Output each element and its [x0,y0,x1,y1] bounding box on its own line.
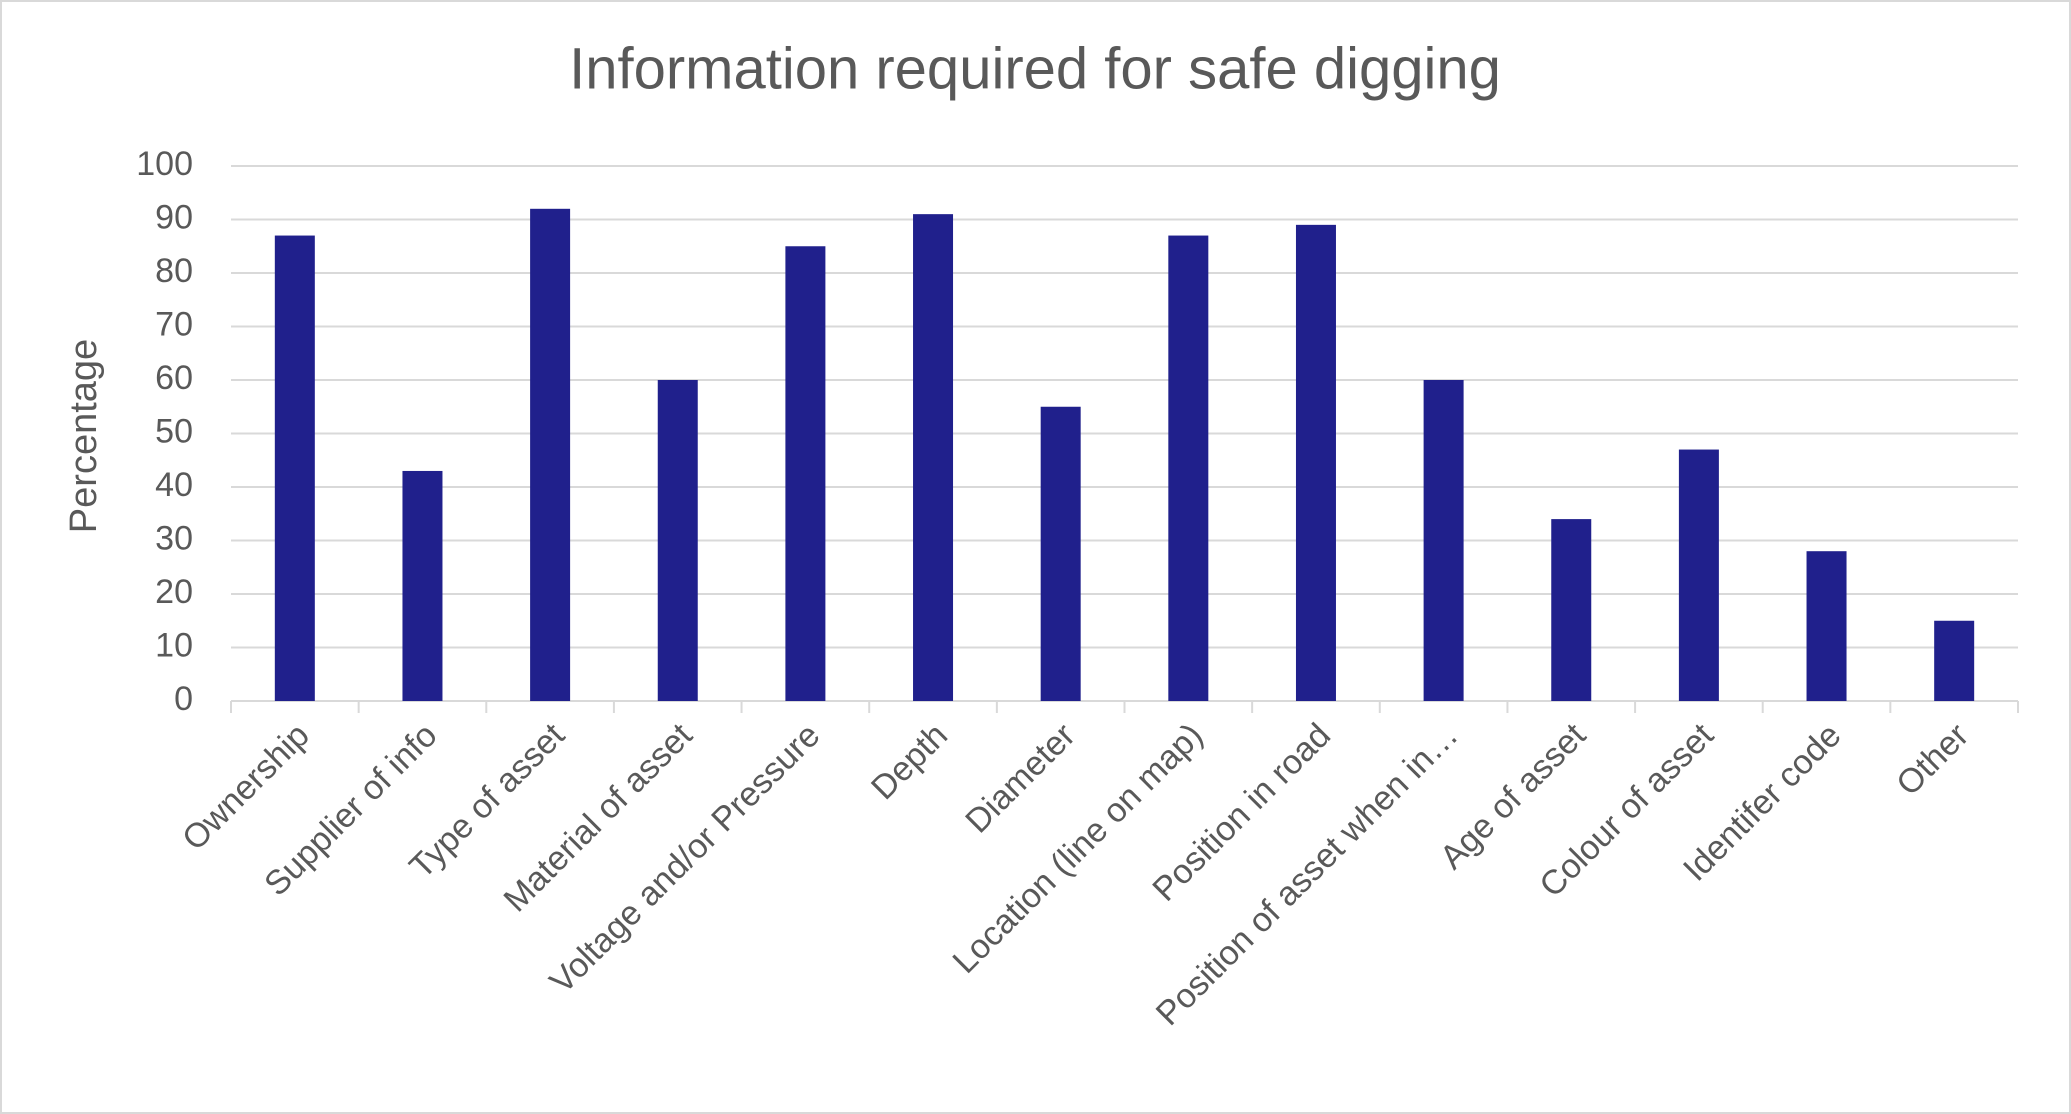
y-axis-label: Percentage [63,339,105,533]
bar [402,470,443,701]
y-tick-label: 10 [155,626,193,664]
bar [1168,235,1209,702]
y-tick-label: 30 [155,519,193,557]
bar [1040,406,1081,701]
y-tick-label: 100 [136,145,193,183]
bar [785,246,826,701]
bar [657,380,698,701]
y-tick-label: 40 [155,466,193,504]
y-tick-label: 20 [155,573,193,611]
y-tick-label: 0 [174,680,193,718]
bar [1806,551,1847,701]
bar [1423,380,1464,701]
y-tick-label: 50 [155,412,193,450]
bar [530,208,571,702]
bar [1678,449,1719,701]
bar [1934,620,1975,701]
y-tick-label: 80 [155,252,193,290]
bar [1295,224,1336,701]
bar [274,235,315,702]
chart-title: Information required for safe digging [569,36,1501,101]
bar [913,214,954,701]
y-tick-label: 90 [155,198,193,236]
y-tick-label: 70 [155,305,193,343]
y-tick-label: 60 [155,359,193,397]
bar [1551,519,1592,701]
